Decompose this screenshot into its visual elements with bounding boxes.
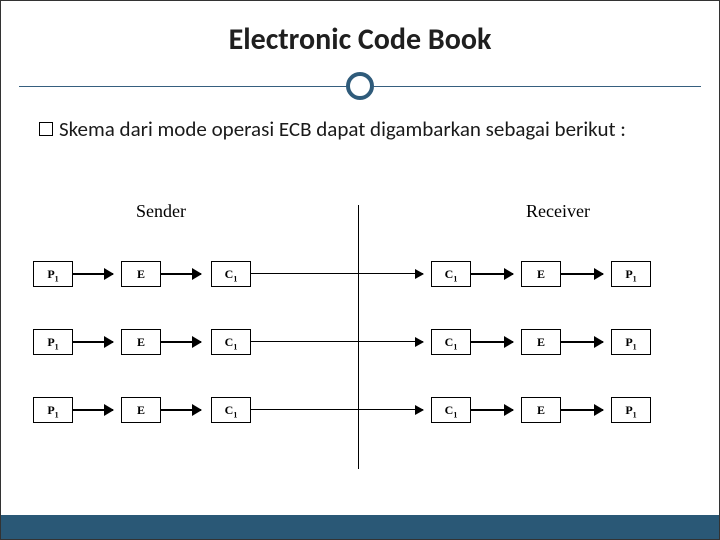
slide: Electronic Code Book Skema dari mode ope… <box>0 0 720 540</box>
receiver-label: Receiver <box>526 201 590 222</box>
bullet-text: Skema dari mode operasi ECB dapat digamb… <box>59 116 626 143</box>
arrow-icon <box>471 409 513 411</box>
diagram-row: P1 E C1 C1 E P1 <box>31 329 689 397</box>
ecb-diagram: Sender Receiver P1 E C1 C1 E P1 P1 E C1 C1 E P1 P1 E C… <box>31 201 689 481</box>
arrow-icon <box>561 409 603 411</box>
arrow-icon <box>161 273 201 275</box>
sender-label: Sender <box>136 201 186 222</box>
arrow-icon <box>161 341 201 343</box>
diagram-rows: P1 E C1 C1 E P1 P1 E C1 C1 E P1 P1 E C1 C1 E P1 <box>31 261 689 465</box>
arrow-icon <box>251 409 423 410</box>
arrow-icon <box>561 341 603 343</box>
decrypt-box: E <box>521 397 561 423</box>
divider-circle <box>346 72 374 100</box>
plaintext-box: P1 <box>33 397 73 423</box>
arrow-icon <box>73 273 113 275</box>
arrow-icon <box>471 273 513 275</box>
plaintext-box: P1 <box>611 397 651 423</box>
plaintext-box: P1 <box>33 329 73 355</box>
plaintext-box: P1 <box>611 261 651 287</box>
encrypt-box: E <box>121 261 161 287</box>
arrow-icon <box>73 409 113 411</box>
slide-title: Electronic Code Book <box>1 1 719 72</box>
arrow-icon <box>251 273 423 274</box>
body-text: Skema dari mode operasi ECB dapat digamb… <box>1 102 719 143</box>
arrow-icon <box>471 341 513 343</box>
encrypt-box: E <box>121 329 161 355</box>
ciphertext-box: C1 <box>211 261 251 287</box>
ciphertext-box: C1 <box>431 261 471 287</box>
ciphertext-box: C1 <box>211 329 251 355</box>
arrow-icon <box>161 409 201 411</box>
decrypt-box: E <box>521 261 561 287</box>
plaintext-box: P1 <box>33 261 73 287</box>
diagram-row: P1 E C1 C1 E P1 <box>31 397 689 465</box>
encrypt-box: E <box>121 397 161 423</box>
plaintext-box: P1 <box>611 329 651 355</box>
arrow-icon <box>251 341 423 342</box>
arrow-icon <box>73 341 113 343</box>
title-divider <box>1 72 719 102</box>
diagram-row: P1 E C1 C1 E P1 <box>31 261 689 329</box>
arrow-icon <box>561 273 603 275</box>
ciphertext-box: C1 <box>211 397 251 423</box>
footer-bar <box>1 515 719 539</box>
bullet-row: Skema dari mode operasi ECB dapat digamb… <box>39 116 681 143</box>
ciphertext-box: C1 <box>431 397 471 423</box>
square-bullet-icon <box>39 122 53 136</box>
decrypt-box: E <box>521 329 561 355</box>
ciphertext-box: C1 <box>431 329 471 355</box>
